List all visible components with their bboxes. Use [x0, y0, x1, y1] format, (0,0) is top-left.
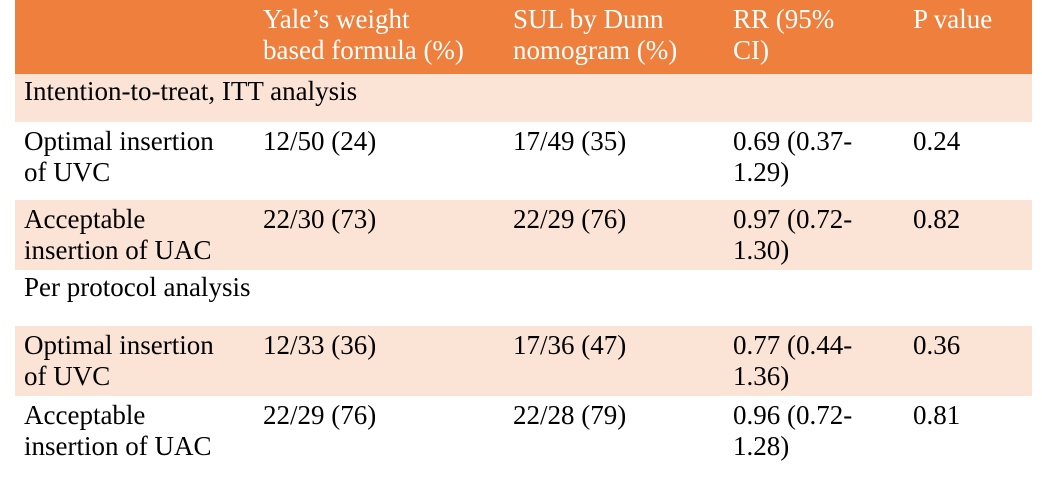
section-row-itt: Intention-to-treat, ITT analysis [15, 74, 1032, 122]
rr-value: 0.96 (0.72- 1.28) [733, 400, 853, 461]
results-table: Yale’s weight based formula (%) SUL by D… [15, 0, 1032, 474]
rr-value: 0.69 (0.37- 1.29) [733, 126, 853, 187]
row-label: Optimal insertion of UVC [24, 330, 214, 391]
table-row: Optimal insertion of UVC 12/33 (36) 17/3… [15, 326, 1032, 396]
yale-value: 12/33 (36) [263, 330, 377, 360]
header-yale-formula: Yale’s weight based formula (%) [263, 4, 464, 65]
table-row: Acceptable insertion of UAC 22/30 (73) 2… [15, 200, 1032, 270]
yale-value: 12/50 (24) [263, 126, 377, 156]
section-row-per-protocol: Per protocol analysis [15, 270, 1032, 326]
table-row: Acceptable insertion of UAC 22/29 (76) 2… [15, 396, 1032, 474]
header-p-value: P value [913, 4, 993, 34]
row-label: Acceptable insertion of UAC [24, 204, 212, 265]
table-row: Optimal insertion of UVC 12/50 (24) 17/4… [15, 122, 1032, 200]
sul-value: 22/29 (76) [513, 204, 627, 234]
row-label: Acceptable insertion of UAC [24, 400, 212, 461]
sul-value: 17/49 (35) [513, 126, 627, 156]
header-rr-ci: RR (95% CI) [733, 4, 835, 65]
rr-value: 0.97 (0.72- 1.30) [733, 204, 853, 265]
section-title: Intention-to-treat, ITT analysis [24, 76, 358, 106]
yale-value: 22/30 (73) [263, 204, 377, 234]
yale-value: 22/29 (76) [263, 400, 377, 430]
p-value: 0.24 [913, 126, 961, 156]
sul-value: 22/28 (79) [513, 400, 627, 430]
p-value: 0.82 [913, 204, 961, 234]
row-label: Optimal insertion of UVC [24, 126, 214, 187]
table-header-row: Yale’s weight based formula (%) SUL by D… [15, 0, 1032, 74]
rr-value: 0.77 (0.44- 1.36) [733, 330, 853, 391]
section-title: Per protocol analysis [24, 272, 251, 302]
sul-value: 17/36 (47) [513, 330, 627, 360]
header-sul-dunn: SUL by Dunn nomogram (%) [513, 4, 678, 65]
p-value: 0.81 [913, 400, 961, 430]
p-value: 0.36 [913, 330, 961, 360]
